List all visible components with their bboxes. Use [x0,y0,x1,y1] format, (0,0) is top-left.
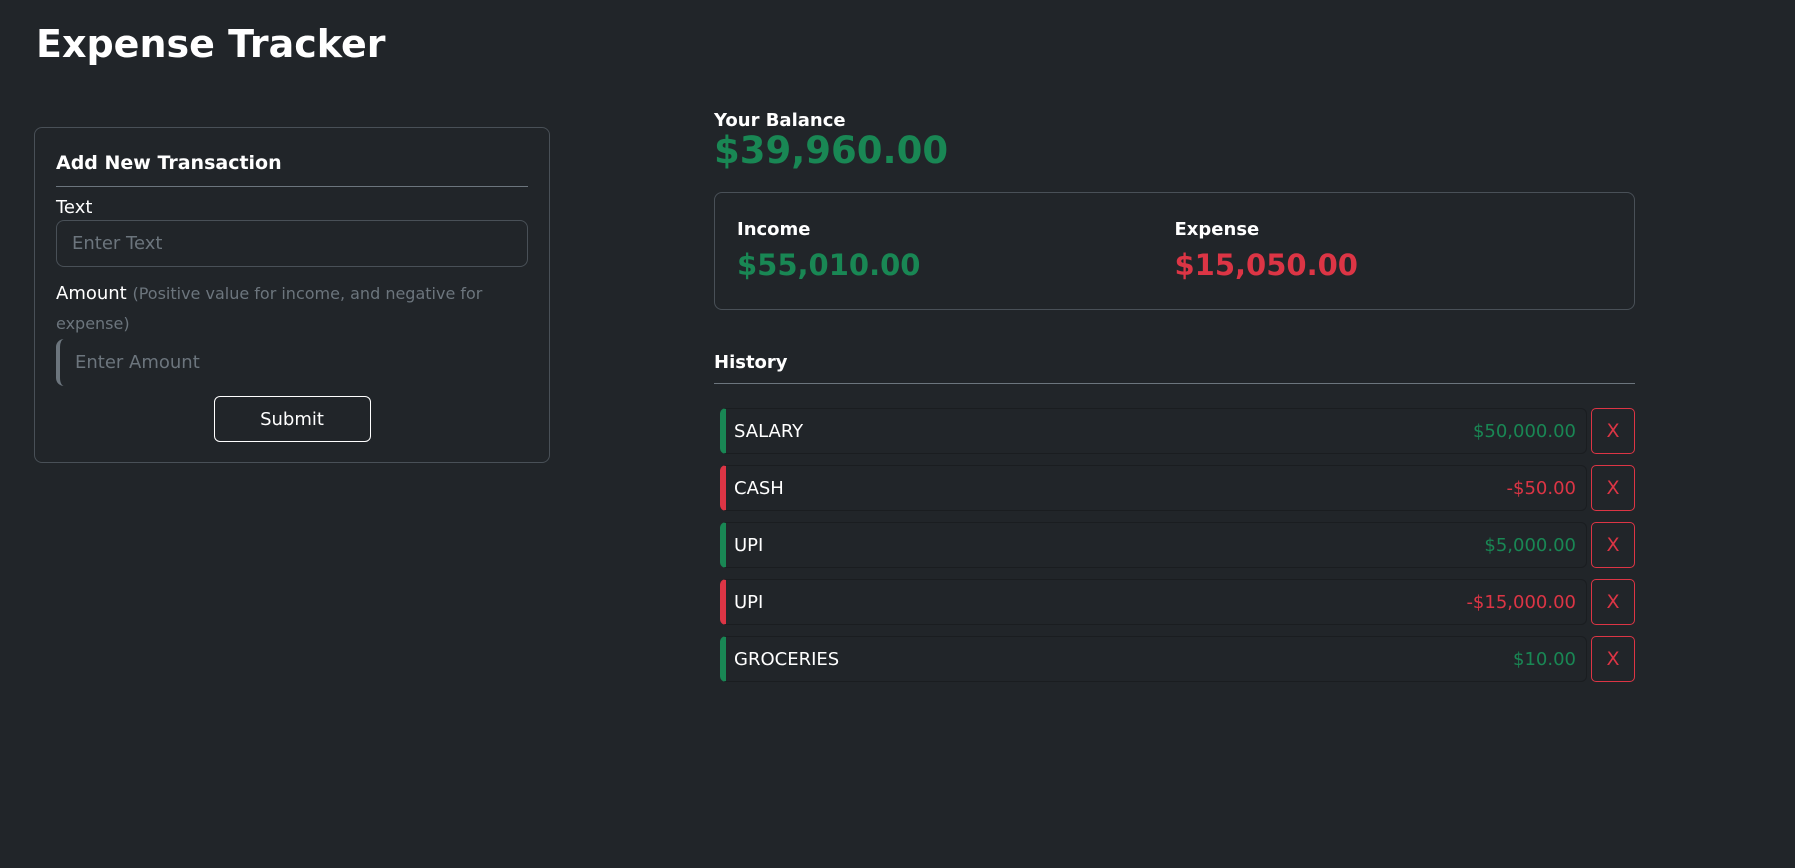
history-row: UPI -$15,000.00 X [714,579,1635,625]
delete-button[interactable]: X [1591,408,1635,454]
history-row: SALARY $50,000.00 X [714,408,1635,454]
transaction-amount: $5,000.00 [1484,534,1576,556]
transaction-text: SALARY [734,420,804,442]
amount-hint: (Positive value for income, and negative… [56,284,483,333]
transaction-text: UPI [734,591,764,613]
transaction-item: UPI -$15,000.00 [720,579,1587,625]
transaction-amount: $50,000.00 [1472,420,1576,442]
amount-label: Amount [56,283,127,304]
form-heading: Add New Transaction [56,152,528,187]
delete-button[interactable]: X [1591,636,1635,682]
submit-button[interactable]: Submit [213,396,371,442]
transaction-item: SALARY $50,000.00 [720,408,1587,454]
history-row: UPI $5,000.00 X [714,522,1635,568]
history-row: GROCERIES $10.00 X [714,636,1635,682]
transaction-amount: -$15,000.00 [1466,591,1576,613]
text-label: Text [56,197,93,218]
delete-button[interactable]: X [1591,465,1635,511]
income-value: $55,010.00 [737,248,921,282]
history-row: CASH -$50.00 X [714,465,1635,511]
transaction-item: UPI $5,000.00 [720,522,1587,568]
transaction-amount: -$50.00 [1506,477,1576,499]
transaction-text: CASH [734,477,784,499]
income-expense-box: Income $55,010.00 Expense $15,050.00 [714,192,1635,310]
balance-label: Your Balance [714,110,846,131]
transaction-amount: $10.00 [1513,648,1576,670]
delete-button[interactable]: X [1591,579,1635,625]
income-label: Income [737,219,811,240]
history-list: SALARY $50,000.00 X CASH -$50.00 X UPI $… [714,408,1635,682]
delete-button[interactable]: X [1591,522,1635,568]
transaction-text: GROCERIES [734,648,840,670]
transaction-item: CASH -$50.00 [720,465,1587,511]
balance-value: $39,960.00 [714,129,949,172]
history-heading: History [714,352,1635,384]
text-input[interactable] [56,220,528,267]
amount-input[interactable] [56,339,528,386]
page-title: Expense Tracker [36,22,386,66]
add-transaction-card: Add New Transaction Text Amount (Positiv… [34,127,550,463]
transaction-item: GROCERIES $10.00 [720,636,1587,682]
expense-value: $15,050.00 [1174,248,1358,282]
transaction-text: UPI [734,534,764,556]
expense-label: Expense [1174,219,1260,240]
